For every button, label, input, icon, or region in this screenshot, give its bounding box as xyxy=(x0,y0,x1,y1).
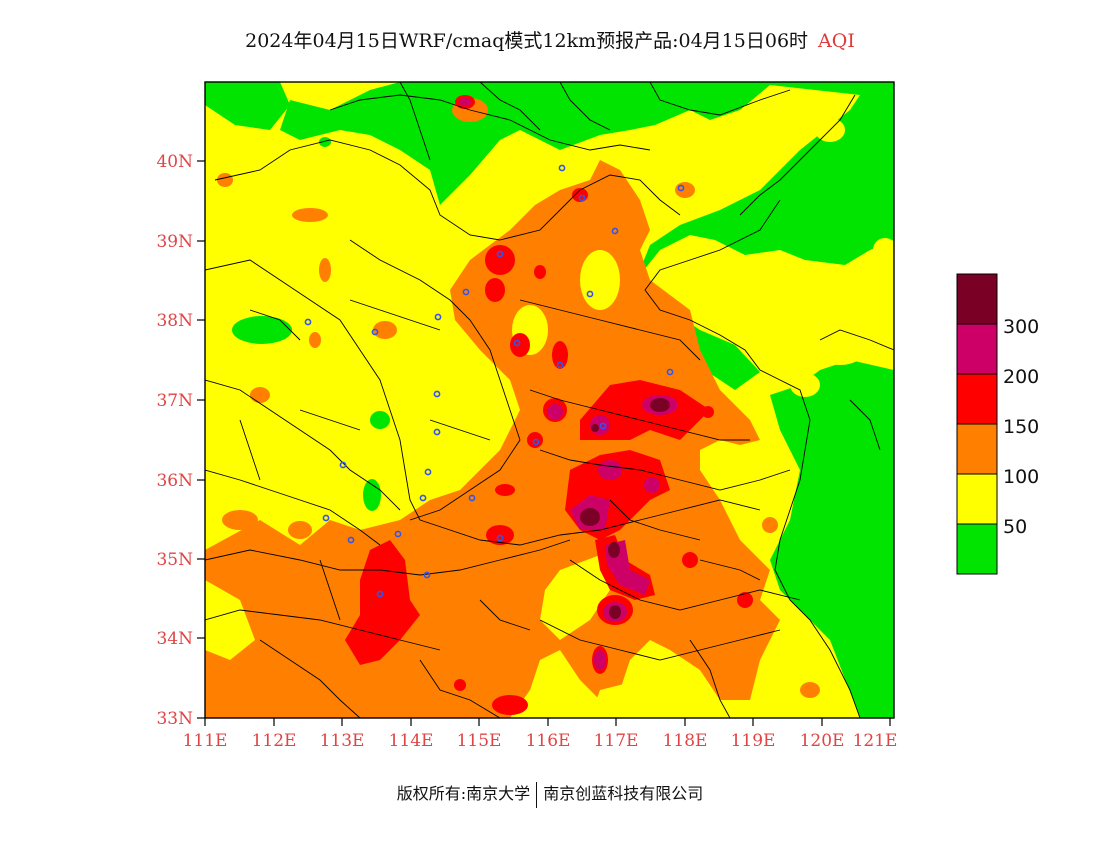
footer-right: 南京创蓝科技有限公司 xyxy=(543,784,704,803)
lat-label-37n: 37N xyxy=(156,391,193,411)
boundary-lines xyxy=(205,82,894,718)
lon-label-117e: 117E xyxy=(594,731,639,751)
lon-label-118e: 118E xyxy=(663,731,708,751)
lon-label-116e: 116E xyxy=(526,731,571,751)
map-title: 2024年04月15日WRF/cmaq模式12km预报产品:04月15日06时 A… xyxy=(0,26,1100,53)
lon-label-115e: 115E xyxy=(457,731,502,751)
lon-label-120e: 120E xyxy=(800,731,845,751)
legend-swatch-very-unhealthy xyxy=(956,323,998,375)
lat-label-35n: 35N xyxy=(156,550,193,570)
legend-swatch-usg xyxy=(956,423,998,475)
lat-axis: 40N 39N 38N 37N 36N 35N 34N 33N xyxy=(156,152,205,729)
legend-swatch-good xyxy=(956,523,998,575)
lon-label-113e: 113E xyxy=(320,731,365,751)
title-main: 2024年04月15日WRF/cmaq模式12km预报产品:04月15日06时 xyxy=(245,30,809,52)
legend-label-50: 50 xyxy=(1003,516,1027,538)
footer-left: 版权所有:南京大学 xyxy=(396,784,531,803)
aqi-legend: 300 200 150 100 50 xyxy=(956,273,1039,575)
lon-label-114e: 114E xyxy=(389,731,434,751)
lat-label-36n: 36N xyxy=(156,471,193,491)
footer-separator xyxy=(536,781,538,808)
legend-swatch-moderate xyxy=(956,473,998,525)
legend-swatch-hazardous xyxy=(956,273,998,325)
lon-label-112e: 112E xyxy=(252,731,297,751)
title-aqi: AQI xyxy=(818,30,855,52)
city-markers xyxy=(304,164,685,598)
lat-label-34n: 34N xyxy=(156,629,193,649)
legend-label-300: 300 xyxy=(1003,316,1039,338)
legend-swatch-unhealthy xyxy=(956,373,998,425)
lat-label-40n: 40N xyxy=(156,152,193,172)
legend-label-100: 100 xyxy=(1003,466,1039,488)
lat-label-38n: 38N xyxy=(156,311,193,331)
legend-label-200: 200 xyxy=(1003,366,1039,388)
lon-label-111e: 111E xyxy=(183,731,228,751)
lon-label-119e: 119E xyxy=(731,731,776,751)
copyright-footer: 版权所有:南京大学 南京创蓝科技有限公司 xyxy=(0,780,1100,808)
legend-label-150: 150 xyxy=(1003,416,1039,438)
lon-label-121e: 121E xyxy=(853,731,898,751)
lat-label-39n: 39N xyxy=(156,232,193,252)
aqi-field xyxy=(205,82,894,718)
lon-axis: 111E 112E 113E 114E 115E 116E 117E 118E … xyxy=(183,718,898,751)
lat-label-33n: 33N xyxy=(156,709,193,729)
